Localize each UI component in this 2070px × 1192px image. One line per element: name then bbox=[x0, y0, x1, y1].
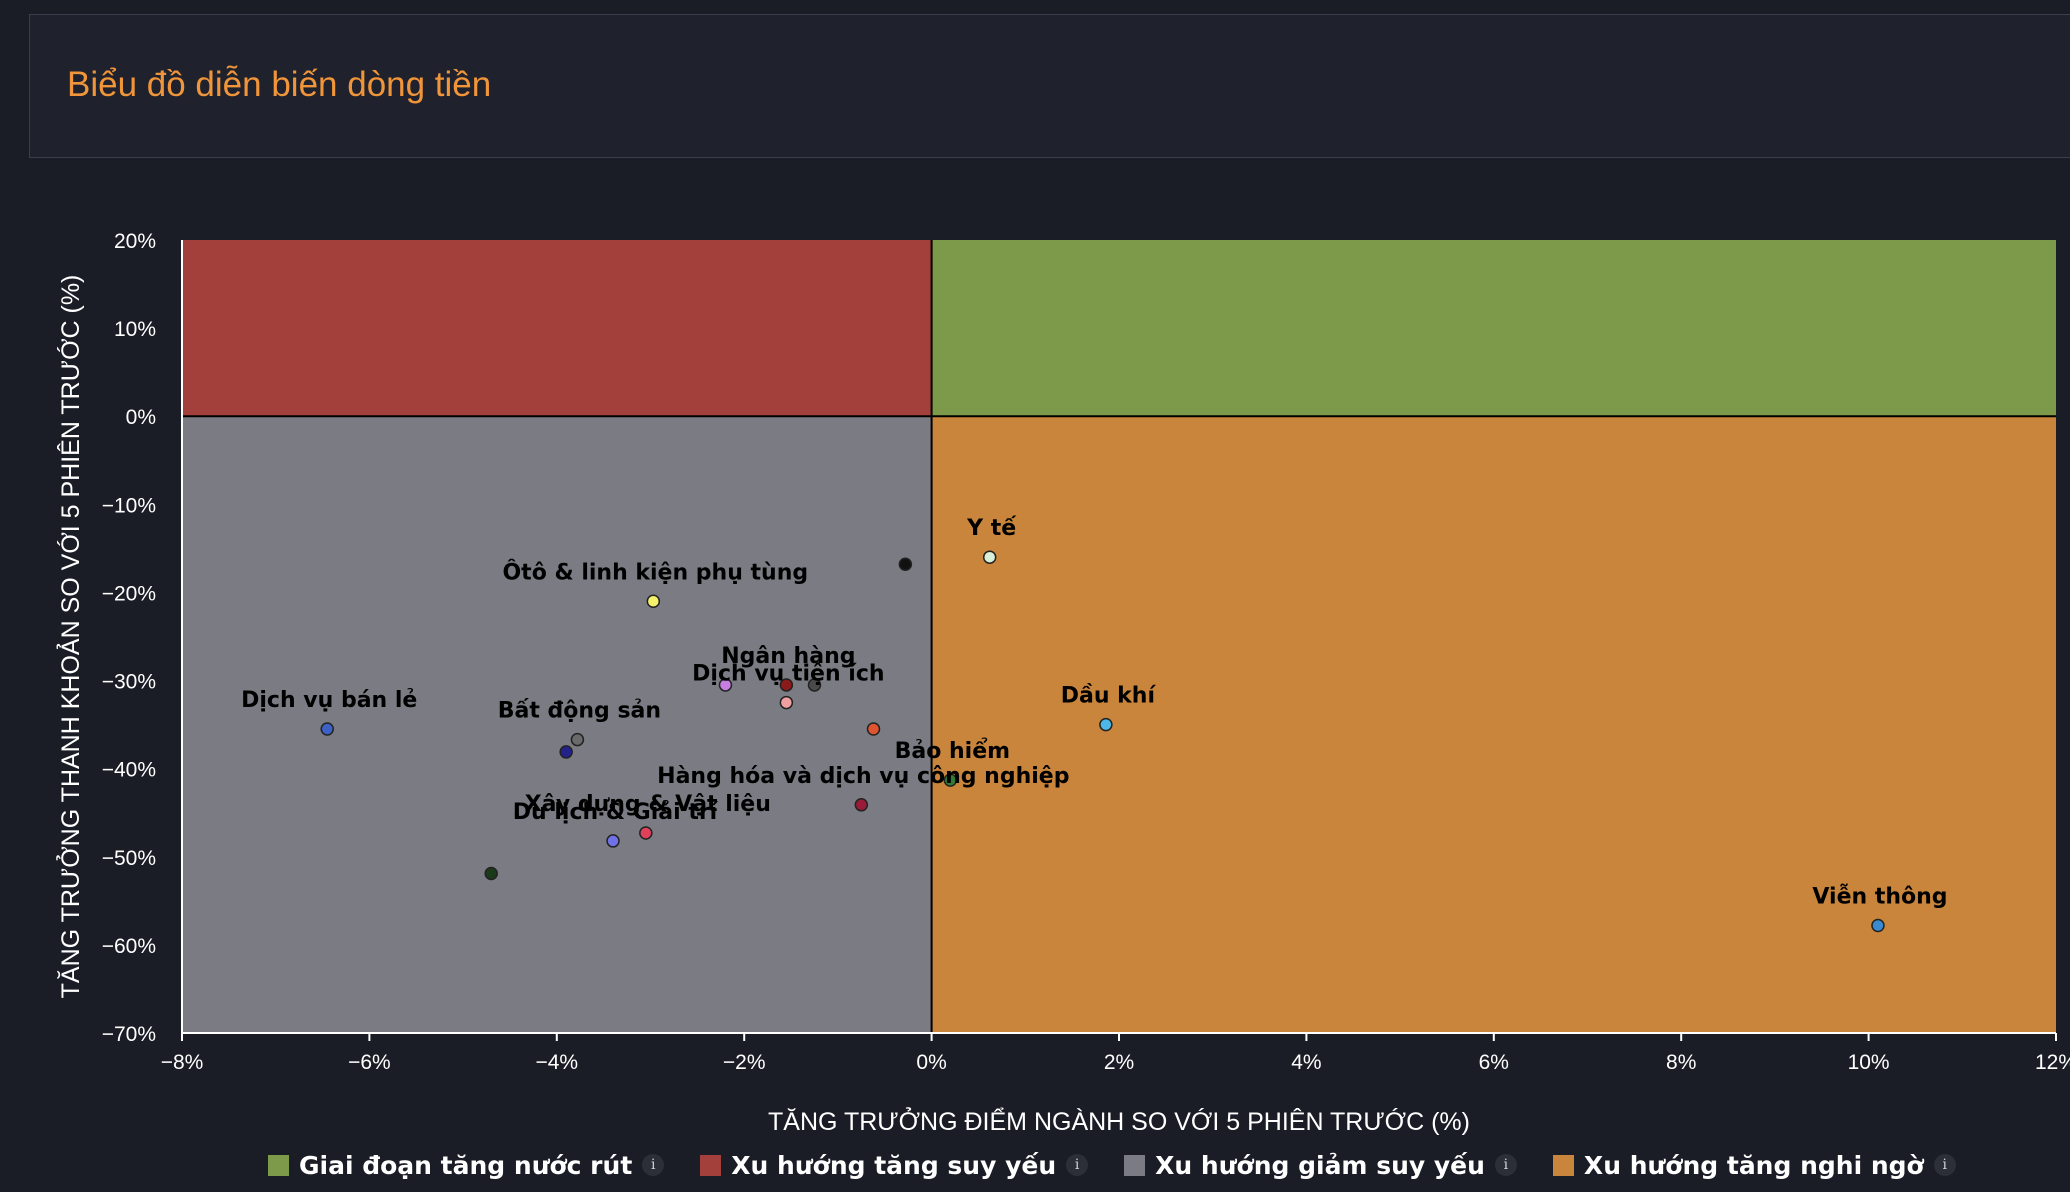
legend-item-1[interactable]: Xu hướng tăng suy yếu i bbox=[700, 1150, 1089, 1180]
legend-item-0[interactable]: Giai đoạn tăng nước rút i bbox=[268, 1150, 665, 1180]
chart-header: Biểu đồ diễn biến dòng tiền bbox=[29, 14, 2070, 158]
data-point bbox=[779, 695, 794, 710]
data-point bbox=[898, 557, 913, 571]
y-tick-label: −10% bbox=[102, 494, 156, 517]
data-point bbox=[484, 866, 498, 881]
data-point-label: Dịch vụ tiện ích bbox=[692, 662, 884, 687]
x-tick-label: 12% bbox=[2035, 1051, 2070, 1074]
x-tick-label: 6% bbox=[1479, 1051, 1509, 1074]
data-point-label: Bảo hiểm bbox=[895, 738, 1010, 764]
legend-swatch bbox=[1124, 1154, 1146, 1176]
data-point bbox=[1871, 918, 1885, 933]
info-icon[interactable]: i bbox=[1494, 1154, 1517, 1176]
legend-label: Xu hướng giảm suy yếu bbox=[1155, 1150, 1485, 1180]
data-point-label: Y tế bbox=[966, 516, 1017, 541]
y-tick-label: −60% bbox=[102, 935, 156, 958]
data-point bbox=[866, 722, 881, 736]
info-icon[interactable]: i bbox=[1066, 1154, 1089, 1176]
y-tick-label: 10% bbox=[114, 318, 156, 341]
legend-swatch bbox=[268, 1154, 289, 1176]
x-tick-label: −2% bbox=[723, 1051, 766, 1074]
x-tick-label: 2% bbox=[1104, 1051, 1134, 1074]
legend-label: Xu hướng tăng nghi ngờ bbox=[1583, 1150, 1924, 1180]
data-point-label: Ngân hàng bbox=[721, 644, 855, 669]
data-point bbox=[779, 678, 794, 692]
page-title: Biểu đồ diễn biến dòng tiền bbox=[67, 65, 492, 104]
x-tick-label: 4% bbox=[1291, 1051, 1321, 1074]
legend-item-2[interactable]: Xu hướng giảm suy yếu i bbox=[1124, 1151, 1517, 1180]
x-tick-label: −6% bbox=[348, 1051, 391, 1074]
data-point bbox=[646, 594, 661, 609]
quadrant-2 bbox=[182, 416, 932, 1033]
y-axis-title: TĂNG TRƯỞNG THANH KHOẢN SO VỚI 5 PHIÊN T… bbox=[55, 275, 85, 999]
data-point-label: Du lịch & Giải trí bbox=[513, 800, 719, 825]
data-point bbox=[718, 678, 733, 692]
quadrant-0 bbox=[931, 240, 2056, 417]
x-tick-label: −8% bbox=[161, 1051, 204, 1074]
data-point-label: Bất động sản bbox=[498, 699, 661, 724]
data-point-label: Dầu khí bbox=[1061, 684, 1157, 709]
y-tick-label: −40% bbox=[102, 759, 156, 782]
y-tick-label: 20% bbox=[114, 230, 156, 253]
x-tick-label: 10% bbox=[1848, 1051, 1890, 1074]
y-tick-label: −20% bbox=[102, 582, 156, 605]
legend: Giai đoạn tăng nước rút i Xu hướng tăng … bbox=[268, 1150, 1992, 1180]
y-tick-label: −30% bbox=[102, 671, 156, 694]
data-point bbox=[943, 773, 958, 787]
data-point-label: Hàng hóa và dịch vụ công nghiệp bbox=[657, 764, 1069, 789]
legend-label: Xu hướng tăng suy yếu bbox=[731, 1150, 1057, 1180]
data-point bbox=[1099, 717, 1113, 732]
data-point bbox=[639, 826, 653, 840]
legend-label: Giai đoạn tăng nước rút bbox=[299, 1150, 633, 1180]
data-point bbox=[854, 798, 869, 812]
x-axis-title: TĂNG TRƯỞNG ĐIỂM NGÀNH SO VỚI 5 PHIÊN TR… bbox=[768, 1106, 1470, 1136]
legend-item-3[interactable]: Xu hướng tăng nghi ngờ i bbox=[1552, 1150, 1956, 1180]
data-point-label: Ôtô & linh kiện phụ tùng bbox=[502, 559, 808, 585]
legend-swatch bbox=[700, 1154, 722, 1176]
data-point-label: Xây dựng & Vật liệu bbox=[525, 792, 771, 817]
x-tick-label: 0% bbox=[916, 1051, 946, 1074]
data-point bbox=[606, 834, 620, 848]
y-tick-label: 0% bbox=[126, 406, 156, 429]
quadrant-3 bbox=[931, 416, 2056, 1033]
quadrant-1 bbox=[182, 240, 932, 417]
info-icon[interactable]: i bbox=[1933, 1154, 1956, 1176]
y-tick-label: −70% bbox=[102, 1023, 156, 1046]
data-point bbox=[807, 678, 822, 692]
data-point-label: Dịch vụ bán lẻ bbox=[241, 688, 417, 713]
data-point bbox=[559, 745, 573, 759]
x-tick-label: 8% bbox=[1666, 1051, 1696, 1074]
info-icon[interactable]: i bbox=[642, 1154, 665, 1176]
data-point bbox=[320, 722, 334, 736]
data-point bbox=[982, 550, 997, 564]
data-point bbox=[570, 732, 585, 747]
legend-swatch bbox=[1552, 1154, 1574, 1176]
y-tick-label: −50% bbox=[102, 847, 156, 870]
x-tick-label: −4% bbox=[535, 1051, 578, 1074]
data-point-label: Viễn thông bbox=[1812, 885, 1947, 910]
